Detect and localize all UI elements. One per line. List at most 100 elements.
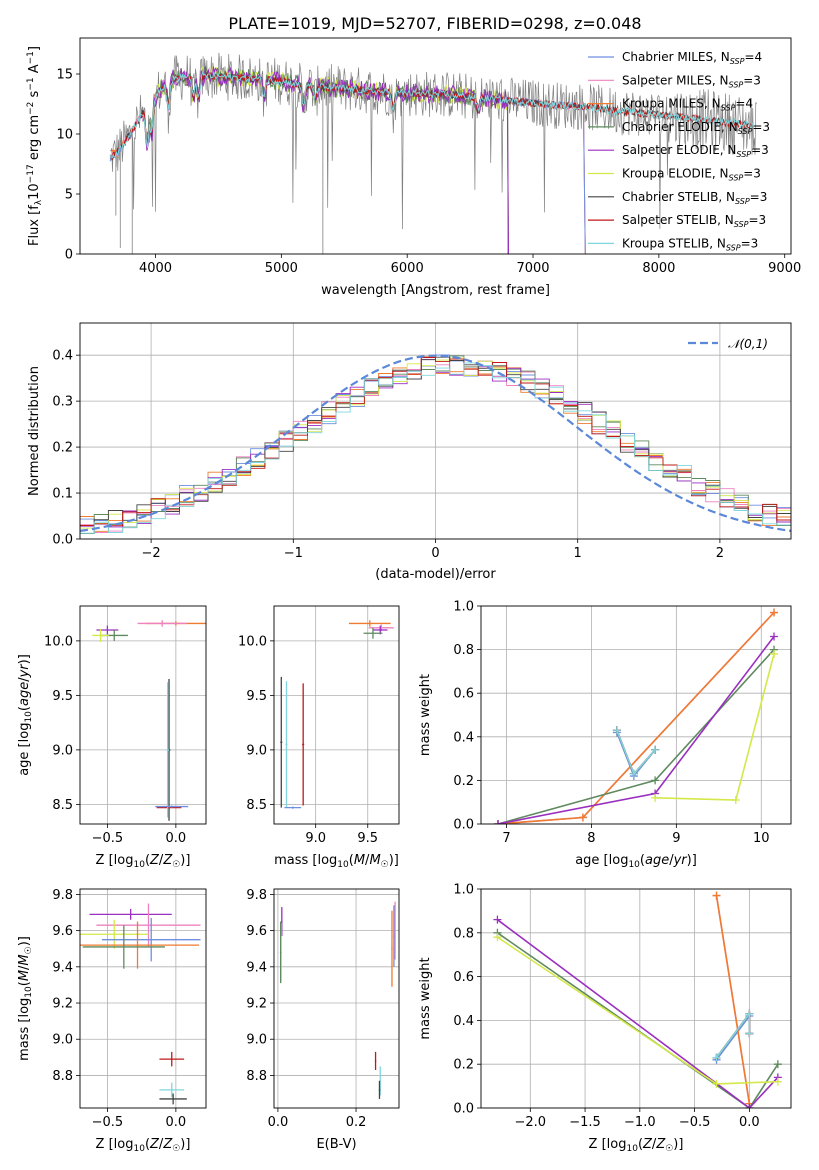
x-tick-label: 9 [672, 831, 680, 846]
weight-line [497, 611, 775, 824]
data-point [369, 622, 371, 625]
weight-marker [712, 1053, 721, 1062]
plot-area [274, 889, 399, 1108]
y-tick-label: 10.0 [238, 634, 267, 649]
x-tick-label: 0.0 [739, 1115, 760, 1130]
x-tick-label: −1.5 [569, 1115, 601, 1130]
weight-marker [651, 793, 660, 802]
plot-area [274, 606, 399, 824]
y-tick-label: 9.5 [52, 689, 73, 704]
weight-marker [629, 769, 638, 778]
weight-marker [773, 1077, 782, 1086]
data-point [374, 1060, 377, 1062]
y-tick-label: 9.6 [246, 924, 267, 939]
y-tick-label: 1.0 [453, 883, 474, 898]
data-point [394, 929, 396, 932]
axes-frame [79, 37, 792, 255]
y-tick-label: 9.2 [52, 997, 73, 1012]
y-tick-label: 9.0 [246, 743, 267, 758]
weight-line [616, 732, 656, 778]
y-tick-label: 9.0 [52, 1033, 73, 1048]
x-tick-label: 2 [716, 546, 724, 561]
data-point [161, 622, 163, 625]
weight-line [496, 932, 779, 1108]
data-point [281, 920, 283, 923]
age-vs-mass-x-label: mass [log10(M/M☉)] [274, 853, 399, 870]
histogram-step-8 [80, 362, 791, 539]
data-point [99, 634, 102, 637]
spectrum-legend: Chabrier MILES, NSSP=4 Salpeter MILES, NS… [588, 50, 770, 252]
y-tick-label: 0.2 [453, 774, 474, 789]
axes-frame [79, 322, 792, 540]
weight-marker [493, 933, 502, 942]
y-tick-label: 10.0 [44, 634, 73, 649]
x-tick-label: 9.5 [357, 831, 378, 846]
legend-entry: Salpeter ELODIE, NSSP=3 [622, 143, 769, 159]
panel-spectrum: 4000 5000 6000 7000 8000 9000 0 5 10 15 [56, 37, 801, 276]
y-tick-label: 1.0 [453, 600, 474, 615]
age-vs-Z-y-label: age [log10(age/yr)] [17, 654, 34, 776]
x-tick-label: 8 [587, 831, 595, 846]
weight-marker [712, 1079, 721, 1088]
data-point [170, 805, 173, 808]
legend-entry: Kroupa STELIB, NSSP=3 [622, 236, 758, 252]
y-tick-label: 0.8 [453, 643, 474, 658]
x-tick-label: −2 [142, 546, 161, 561]
x-tick-label: 0.0 [166, 831, 187, 846]
x-tick-label: −1.0 [624, 1115, 656, 1130]
x-tick-label: 0.0 [166, 1115, 187, 1130]
y-tick-label: 5 [65, 188, 73, 203]
y-tick-label: 8.8 [52, 1069, 73, 1084]
x-tick-label: −0.5 [92, 1115, 124, 1130]
data-point [113, 933, 116, 936]
y-tick-label: 0.6 [453, 970, 474, 985]
legend-entry: Salpeter MILES, NSSP=3 [622, 73, 761, 89]
x-tick-label: 7000 [516, 261, 549, 276]
data-point [280, 741, 283, 744]
panel-residual-histogram: −2 −1 0 1 2 0.0 0.1 0.2 0.3 0.4 [52, 322, 792, 561]
panel-mass-weight-vs-Z: −2.0 −1.5 −1.0 −0.5 0.0 0.0 0.2 0.4 0.6 0.8 1.0 [453, 883, 792, 1130]
spectrum-x-label: wavelength [Angstrom, rest frame] [321, 283, 550, 298]
y-tick-label: 0.2 [52, 441, 73, 456]
weight-marker [745, 1009, 754, 1018]
y-tick-label: 9.8 [246, 888, 267, 903]
weight-marker [712, 891, 721, 900]
data-point [113, 634, 116, 637]
normal-curve [80, 354, 791, 532]
weight-line [715, 895, 751, 1104]
data-point [285, 743, 288, 746]
weight-marker [651, 776, 660, 785]
y-tick-label: 9.5 [246, 689, 267, 704]
legend-entry: Chabrier ELODIE, NSSP=3 [622, 120, 770, 136]
panel-mass-vs-Z: −0.5 0.0 8.8 9.0 9.2 9.4 9.6 9.8 [52, 888, 207, 1130]
weight-marker [578, 813, 587, 822]
data-point [372, 632, 374, 635]
x-tick-label: 0 [431, 546, 439, 561]
x-tick-label: 9000 [768, 261, 801, 276]
x-tick-label: 5000 [265, 261, 298, 276]
y-tick-label: 0.0 [52, 533, 73, 548]
legend-entry: Chabrier STELIB, NSSP=3 [622, 190, 767, 206]
data-point [391, 947, 393, 950]
data-point [393, 935, 395, 937]
x-tick-label: 1 [574, 546, 582, 561]
axes-frame [79, 888, 207, 1109]
plot-area [109, 52, 757, 254]
axes-frame [480, 605, 792, 825]
plot-area [481, 889, 791, 1108]
y-tick-label: 0.4 [453, 1014, 474, 1029]
data-point [106, 629, 109, 631]
weight-line [496, 919, 779, 1108]
data-point [136, 944, 139, 946]
data-point [291, 806, 294, 809]
weight-marker [773, 1060, 782, 1069]
data-point [150, 938, 153, 941]
weight-line [496, 936, 778, 1085]
y-tick-label: 15 [56, 68, 73, 83]
axes-frame [273, 888, 400, 1109]
plot-area [481, 606, 791, 824]
y-tick-label: 0.1 [52, 487, 73, 502]
axes-frame [79, 605, 207, 825]
page-title: PLATE=1019, MJD=52707, FIBERID=0298, z=0… [228, 14, 641, 33]
panel-mass-vs-EBV: 0.0 0.2 8.8 9.0 9.2 9.4 9.6 9.8 [246, 888, 400, 1130]
